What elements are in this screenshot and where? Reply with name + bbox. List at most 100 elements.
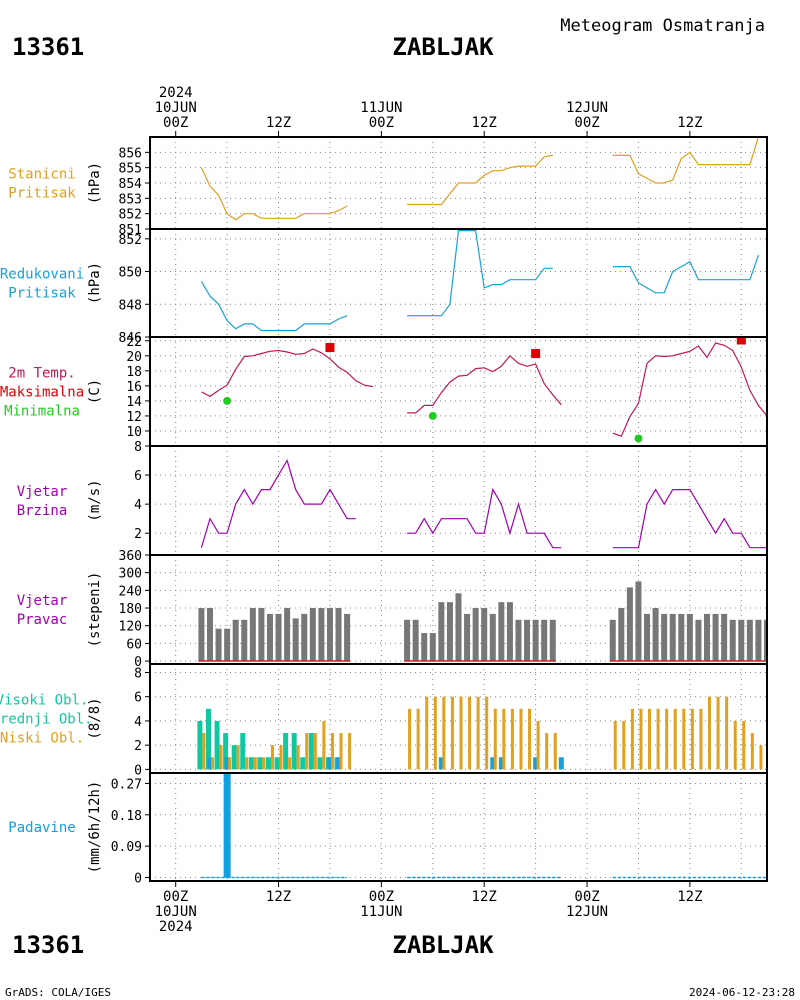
data-bar (541, 619, 548, 662)
tmax-marker (531, 349, 541, 359)
y-tick-label: 12 (126, 410, 142, 425)
cloud-bar (228, 757, 232, 770)
time-tick-label: 12Z (266, 889, 291, 905)
panel-title: Vjetar (17, 484, 68, 500)
time-tick-label: 00Z (369, 115, 394, 131)
cloud-bar (510, 708, 514, 770)
cloud-bar (262, 757, 266, 770)
y-axis-label: (hPa) (87, 162, 103, 204)
data-bar (249, 608, 256, 662)
cloud-bar (207, 757, 213, 770)
time-tick-label: 00Z (574, 889, 599, 905)
y-axis-label: (C) (87, 379, 103, 404)
data-bar (524, 619, 531, 662)
cloud-bar (279, 745, 283, 770)
y-tick-label: 0.27 (111, 777, 142, 792)
cloud-bar (665, 708, 669, 770)
station-id-bottom: 13361 (12, 931, 84, 959)
panel-title: Srednji Obl. (0, 712, 93, 728)
panel-4: 2 4 6 (m/s) Vjetar Brzina (17, 445, 768, 556)
y-tick-label: 0 (134, 872, 142, 887)
data-bar (704, 613, 711, 662)
cloud-bar (725, 696, 729, 770)
y-tick-label: 360 (119, 549, 142, 564)
series-line (201, 348, 373, 398)
cloud-bar (313, 733, 317, 770)
cloud-bar (283, 733, 289, 770)
cloud-bar (214, 720, 220, 770)
panel-title: Maksimalna (0, 385, 84, 401)
y-tick-label: 846 (119, 331, 142, 346)
time-tick-label: 12Z (677, 889, 702, 905)
series-line (200, 281, 348, 332)
cloud-bar (219, 745, 223, 770)
data-bar (652, 608, 659, 662)
series-line (407, 230, 553, 317)
y-tick-label: 10 (126, 425, 142, 440)
y-tick-label: 856 (119, 146, 142, 161)
cloud-bar (519, 708, 523, 770)
y-tick-label: 8 (134, 440, 142, 455)
cloud-bar (708, 696, 712, 770)
station-id-top: 13361 (12, 33, 84, 61)
cloud-bar (210, 757, 214, 770)
y-tick-label: 854 (119, 177, 143, 192)
panel-6: 0 2 4 6 8 (8/8)Visoki Obl. Srednji Obl. Niski O… (0, 663, 768, 778)
cloud-bar (648, 708, 652, 770)
cloud-bar (416, 708, 420, 770)
cloud-bar (438, 757, 444, 770)
data-bar (318, 608, 325, 662)
y-axis-label: (mm/6h/12h) (87, 781, 103, 874)
data-bar (644, 613, 651, 662)
data-bar (635, 581, 642, 662)
y-tick-label: 22 (126, 335, 142, 350)
data-bar (326, 608, 333, 662)
panel-title: Visoki Obl. (0, 693, 88, 709)
series-line (407, 354, 562, 414)
cloud-bar (613, 720, 617, 770)
data-bar (661, 613, 668, 662)
data-bar (309, 608, 316, 662)
series-line (612, 255, 759, 294)
data-bar (412, 619, 419, 662)
data-bar (258, 608, 265, 662)
panel-title: Niski Obl. (0, 731, 84, 747)
time-tick-label: 10JUN (155, 904, 197, 920)
cloud-bar (257, 757, 263, 770)
cloud-bar (205, 708, 211, 770)
y-tick-label: 853 (119, 192, 142, 207)
cloud-bar (468, 696, 472, 770)
cloud-bar (639, 708, 643, 770)
time-tick-label: 00Z (163, 115, 188, 131)
cloud-bar (317, 757, 323, 770)
cloud-bar (459, 696, 463, 770)
panel-title: Pravac (17, 612, 68, 628)
cloud-bar (498, 757, 504, 770)
data-bar (215, 628, 222, 662)
panel-title: Pritisak (8, 286, 76, 302)
y-tick-label: 180 (119, 602, 142, 617)
time-tick-label: 12Z (472, 115, 497, 131)
tmax-marker (325, 343, 335, 353)
y-tick-label: 16 (126, 380, 142, 395)
cloud-bar (485, 696, 489, 770)
y-tick-label: 852 (119, 208, 142, 223)
cloud-bar (197, 720, 203, 770)
data-bar (686, 613, 693, 662)
y-tick-label: 8 (134, 666, 142, 681)
cloud-bar (348, 733, 352, 770)
series-line (200, 459, 356, 548)
tmin-marker (223, 396, 232, 405)
cloud-bar (699, 708, 703, 770)
cloud-bar (442, 696, 446, 770)
panel-title: Vjetar (17, 593, 68, 609)
cloud-bar (425, 696, 429, 770)
data-bar (223, 773, 231, 878)
data-bar (232, 619, 239, 662)
y-tick-label: 4 (134, 715, 142, 730)
y-tick-label: 60 (126, 637, 142, 652)
cloud-bar (690, 708, 694, 770)
y-tick-label: 300 (119, 567, 142, 582)
data-bar (721, 613, 728, 662)
cloud-bar (300, 757, 306, 770)
